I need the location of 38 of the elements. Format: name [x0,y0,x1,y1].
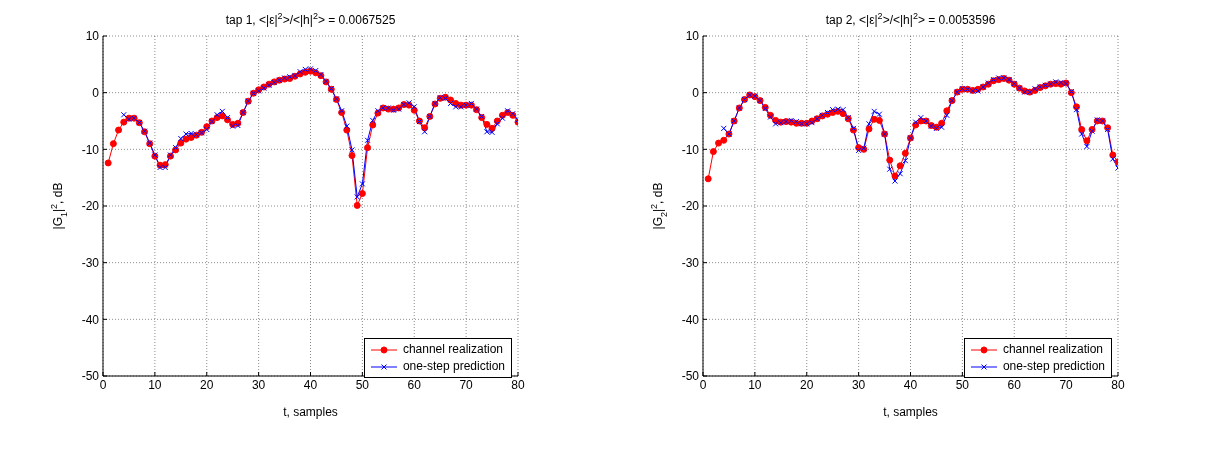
x-tick-label: 10 [748,377,762,392]
x-tick-label: 70 [1059,377,1074,392]
y-tick-label: -10 [81,142,100,157]
x-tick-label: 50 [355,377,370,392]
legend-label: channel realization [402,341,503,358]
x-tick-label: 60 [1007,377,1022,392]
legend-label: channel realization [1002,341,1103,358]
chart-title: tap 1, <|ε|$^{2}$>/<|h|$^{2}$> = 0.0067525 [225,11,396,27]
chart-title: tap 2, <|ε|$^{2}$>/<|h|$^{2}$> = 0.0053596 [825,11,996,27]
y-tick-label: -10 [681,142,700,157]
y-tick-label: -20 [81,199,100,214]
y-tick-label: -50 [681,369,700,384]
y-tick-label: 10 [685,29,700,44]
x-tick-label: 30 [251,377,266,392]
y-tick-label: 0 [92,85,100,100]
y-tick-label: -50 [81,369,100,384]
x-tick-label: 80 [511,377,525,392]
y-tick-label: -20 [681,199,700,214]
x-tick-label: 40 [903,377,918,392]
x-tick-label: 70 [459,377,474,392]
y-tick-label: -30 [681,255,700,270]
x-tick-label: 20 [200,377,214,392]
legend-label: one-step prediction [1002,358,1105,375]
legend-label: one-step prediction [402,358,505,375]
y-tick-label: 0 [692,85,700,100]
x-tick-label: 30 [851,377,866,392]
y-tick-label: -40 [81,312,100,327]
x-tick-label: 60 [407,377,422,392]
y-tick-label: -30 [81,255,100,270]
y-tick-label: 10 [85,29,100,44]
x-tick-label: 50 [955,377,970,392]
x-axis-title: t, samples [283,405,338,419]
x-tick-label: 40 [303,377,318,392]
y-tick-label: -40 [681,312,700,327]
x-tick-label: 20 [800,377,814,392]
x-axis-title: t, samples [883,405,938,419]
x-tick-label: 10 [148,377,162,392]
x-tick-label: 80 [1111,377,1125,392]
